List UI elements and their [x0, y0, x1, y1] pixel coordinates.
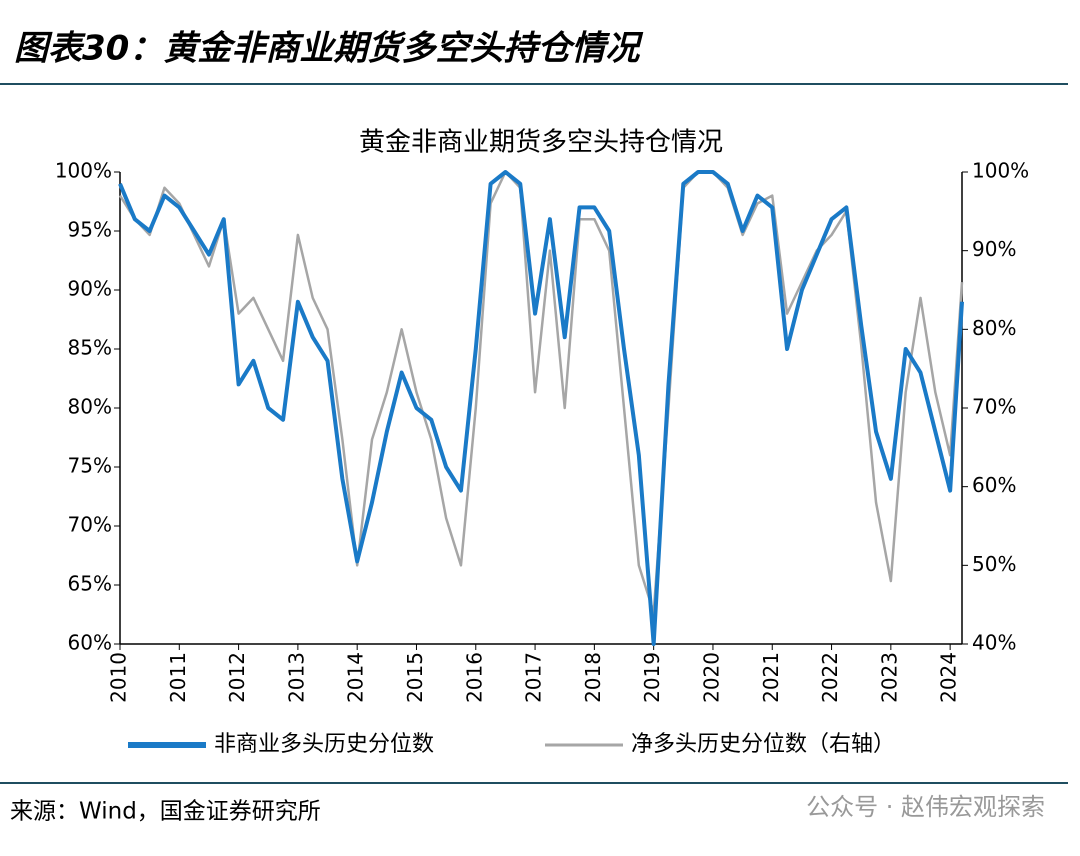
x-tick-label: 2010	[107, 652, 131, 703]
y-tick-label: 60%	[68, 631, 112, 655]
y2-tick-label: 80%	[972, 316, 1016, 340]
y-tick-label: 90%	[68, 277, 112, 301]
y2-tick-label: 40%	[972, 631, 1016, 655]
x-tick-label: 2012	[225, 652, 249, 703]
y-tick-label: 65%	[68, 572, 112, 596]
x-tick-label: 2019	[640, 652, 664, 703]
y-tick-label: 75%	[68, 454, 112, 478]
x-tick-label: 2023	[877, 652, 901, 703]
watermark: 公众号 · 赵伟宏观探索	[806, 793, 1045, 821]
x-tick-label: 2022	[818, 652, 842, 703]
y-tick-label: 85%	[68, 336, 112, 360]
x-tick-label: 2013	[284, 652, 308, 703]
x-tick-label: 2017	[522, 652, 546, 703]
x-tick-label: 2020	[699, 652, 723, 703]
x-tick-label: 2015	[403, 652, 427, 703]
y2-tick-label: 70%	[972, 395, 1016, 419]
legend-label: 非商业多头历史分位数	[214, 732, 434, 757]
source: 来源：Wind，国金证券研究所	[10, 799, 321, 825]
y-tick-label: 95%	[68, 218, 112, 242]
y2-tick-label: 90%	[972, 237, 1016, 261]
x-tick-label: 2011	[166, 652, 190, 703]
y2-tick-label: 60%	[972, 473, 1016, 497]
y-tick-label: 80%	[68, 395, 112, 419]
y-tick-label: 70%	[68, 513, 112, 537]
x-tick-label: 2018	[581, 652, 605, 703]
series-line	[118, 170, 964, 646]
chart-title: 黄金非商业期货多空头持仓情况	[359, 128, 723, 158]
y2-tick-label: 100%	[972, 159, 1029, 183]
x-tick-label: 2021	[759, 652, 783, 703]
x-tick-label: 2014	[344, 652, 368, 703]
legend-label: 净多头历史分位数（右轴）	[631, 732, 895, 757]
y-tick-label: 100%	[55, 159, 112, 183]
x-tick-label: 2016	[462, 652, 486, 703]
y2-tick-label: 50%	[972, 552, 1016, 576]
series-line	[118, 170, 964, 614]
header-title: 图表30：黄金非商业期货多空头持仓情况	[14, 29, 643, 69]
x-tick-label: 2024	[937, 652, 961, 703]
